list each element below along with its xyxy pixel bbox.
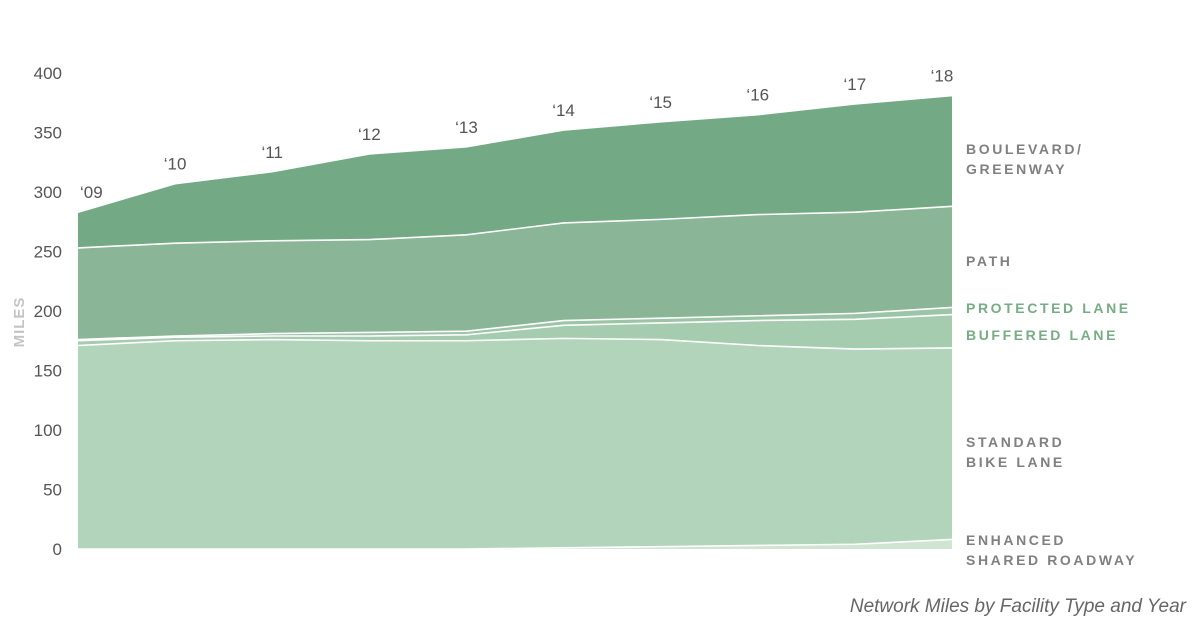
boundary-boulevard-greenway [77,94,953,213]
year-label: ‘18 [931,67,954,86]
y-tick-label: 100 [34,421,62,440]
year-label: ‘14 [552,101,575,120]
year-label: ‘15 [649,93,672,112]
y-tick-label: 50 [43,481,62,500]
boundary-standard-bike-lane [77,337,953,350]
boundary-enhanced-shared-roadway [78,538,953,550]
boundary-protected-lane [77,306,953,341]
y-tick-label: 350 [34,124,62,143]
series-label-boulevard-greenway: BOULEVARD/GREENWAY [966,141,1084,177]
area-series-group [78,95,952,549]
y-axis-label: MILES [11,297,28,348]
area-buffered-lane [78,314,952,350]
series-boundary-lines [77,94,953,550]
year-label: ‘13 [455,118,478,137]
y-tick-label: 150 [34,362,62,381]
y-tick-label: 200 [34,302,62,321]
year-label: ‘09 [80,183,103,202]
year-label: ‘12 [358,125,381,144]
series-label-protected-lane: PROTECTED LANE [966,300,1131,316]
y-tick-label: 300 [34,183,62,202]
series-labels: ENHANCED SHARED ROADWAY STANDARD BIKE LANE B… [966,141,1137,568]
series-label-standard-bike-lane: STANDARD BIKE LANE [966,434,1065,470]
area-boulevard-greenway [78,95,952,248]
y-axis-ticks: 0 50 100 150 200 250 300 350 400 [34,64,62,559]
year-label: ‘17 [844,75,867,94]
y-tick-label: 0 [53,540,62,559]
y-tick-label: 250 [34,243,62,262]
series-label-path: PATH [966,253,1012,269]
chart-caption: Network Miles by Facility Type and Year [850,596,1187,617]
area-enhanced-shared-roadway [78,539,952,549]
boundary-path [77,205,953,249]
year-label: ‘16 [746,86,769,105]
area-path [78,206,952,340]
series-label-buffered-lane: BUFFERED LANE [966,327,1118,343]
boundary-buffered-lane [77,313,953,342]
area-standard-bike-lane [78,338,952,549]
year-label: ‘10 [164,155,187,174]
series-label-enhanced-shared-roadway: ENHANCED SHARED ROADWAY [966,532,1137,568]
year-label: ‘11 [262,143,283,162]
y-tick-label: 400 [34,64,62,83]
year-labels: ‘09 ‘10 ‘11 ‘12 ‘13 ‘14 ‘15 ‘16 ‘17 ‘18 [80,67,953,203]
